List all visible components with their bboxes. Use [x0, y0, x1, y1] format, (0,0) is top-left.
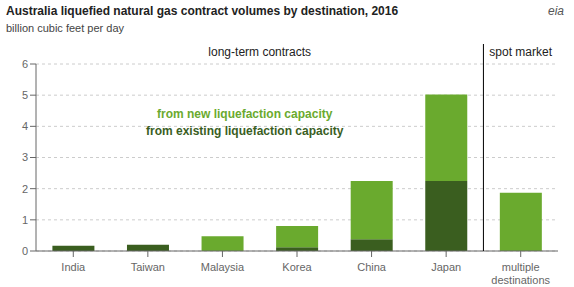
svg-text:Korea: Korea: [282, 261, 312, 273]
html-text:spot market: spot market: [489, 45, 552, 59]
svg-text:multipledestinations: multipledestinations: [491, 261, 550, 286]
html-text:from new liquefaction capacity: from new liquefaction capacity: [157, 107, 333, 121]
svg-text:India: India: [61, 261, 86, 273]
svg-text:1: 1: [22, 214, 28, 226]
svg-text:4: 4: [22, 120, 28, 132]
svg-text:2: 2: [22, 183, 28, 195]
svg-text:5: 5: [22, 89, 28, 101]
svg-text:6: 6: [22, 58, 28, 70]
svg-text:China: China: [357, 261, 387, 273]
html-text:eia: eia: [548, 4, 564, 18]
html-text:Australia liquefied natural ga: Australia liquefied natural gas contract…: [6, 4, 399, 18]
svg-text:Taiwan: Taiwan: [131, 261, 165, 273]
svg-text:3: 3: [22, 151, 28, 163]
html-text:long-term contracts: long-term contracts: [208, 45, 312, 59]
html-text:from existing liquefaction cap: from existing liquefaction capacity: [146, 124, 344, 138]
svg-text:0: 0: [22, 245, 28, 257]
svg-text:Japan: Japan: [431, 261, 461, 273]
html-text:billion cubic feet per day: billion cubic feet per day: [6, 22, 124, 34]
svg-text:Malaysia: Malaysia: [201, 261, 245, 273]
